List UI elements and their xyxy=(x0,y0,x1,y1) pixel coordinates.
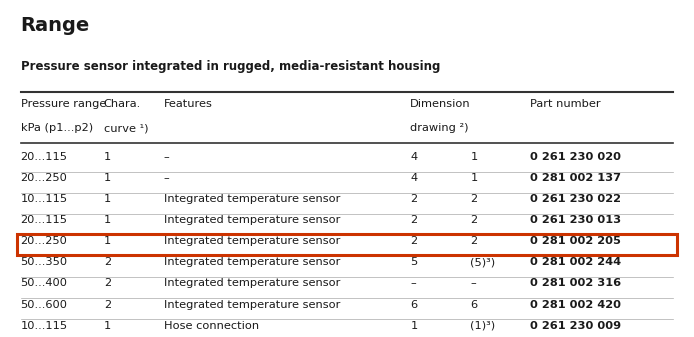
Text: 0 281 002 420: 0 281 002 420 xyxy=(530,300,621,309)
Text: 6: 6 xyxy=(410,300,417,309)
Bar xyxy=(17,234,677,255)
Text: Part number: Part number xyxy=(530,99,601,109)
Text: Integrated temperature sensor: Integrated temperature sensor xyxy=(164,194,340,204)
Text: 2: 2 xyxy=(410,194,417,204)
Text: 1: 1 xyxy=(471,173,477,183)
Text: 0 261 230 013: 0 261 230 013 xyxy=(530,215,621,225)
Text: 0 281 002 316: 0 281 002 316 xyxy=(530,278,621,288)
Text: –: – xyxy=(471,278,476,288)
Text: Integrated temperature sensor: Integrated temperature sensor xyxy=(164,215,340,225)
Text: 1: 1 xyxy=(104,215,111,225)
Text: 2: 2 xyxy=(104,300,111,309)
Text: 50...600: 50...600 xyxy=(21,300,67,309)
Text: Chara.: Chara. xyxy=(104,99,141,109)
Text: 0 281 002 137: 0 281 002 137 xyxy=(530,173,621,183)
Text: 20...250: 20...250 xyxy=(21,237,67,246)
Text: –: – xyxy=(410,278,416,288)
Text: 1: 1 xyxy=(104,152,111,162)
Text: 1: 1 xyxy=(104,194,111,204)
Text: (5)³): (5)³) xyxy=(471,257,496,268)
Text: 10...115: 10...115 xyxy=(21,320,68,331)
Text: Integrated temperature sensor: Integrated temperature sensor xyxy=(164,300,340,309)
Text: (1)³): (1)³) xyxy=(471,320,496,331)
Text: Range: Range xyxy=(21,17,90,35)
Text: 20...250: 20...250 xyxy=(21,173,67,183)
Text: 1: 1 xyxy=(471,152,477,162)
Text: 0 261 230 020: 0 261 230 020 xyxy=(530,152,621,162)
Text: 2: 2 xyxy=(410,237,417,246)
Text: 0 261 230 022: 0 261 230 022 xyxy=(530,194,621,204)
Text: 2: 2 xyxy=(471,237,477,246)
Text: 2: 2 xyxy=(104,257,111,268)
Text: Dimension: Dimension xyxy=(410,99,471,109)
Text: kPa (p1...p2): kPa (p1...p2) xyxy=(21,123,93,133)
Text: 10...115: 10...115 xyxy=(21,194,68,204)
Text: 50...400: 50...400 xyxy=(21,278,67,288)
Text: drawing ²): drawing ²) xyxy=(410,123,468,133)
Text: –: – xyxy=(164,152,169,162)
Text: 2: 2 xyxy=(104,278,111,288)
Text: 0 281 002 205: 0 281 002 205 xyxy=(530,237,621,246)
Text: 0 261 230 009: 0 261 230 009 xyxy=(530,320,621,331)
Text: 50...350: 50...350 xyxy=(21,257,68,268)
Text: 5: 5 xyxy=(410,257,418,268)
Text: 20...115: 20...115 xyxy=(21,152,67,162)
Text: 1: 1 xyxy=(104,237,111,246)
Text: 2: 2 xyxy=(471,215,477,225)
Text: Pressure sensor integrated in rugged, media-resistant housing: Pressure sensor integrated in rugged, me… xyxy=(21,60,440,73)
Text: –: – xyxy=(164,173,169,183)
Text: 4: 4 xyxy=(410,173,417,183)
Text: Integrated temperature sensor: Integrated temperature sensor xyxy=(164,237,340,246)
Text: Integrated temperature sensor: Integrated temperature sensor xyxy=(164,278,340,288)
Text: 1: 1 xyxy=(104,320,111,331)
Text: 2: 2 xyxy=(471,194,477,204)
Text: 1: 1 xyxy=(104,173,111,183)
Text: Hose connection: Hose connection xyxy=(164,320,259,331)
Text: curve ¹): curve ¹) xyxy=(104,123,149,133)
Text: 0 281 002 244: 0 281 002 244 xyxy=(530,257,621,268)
Text: 1: 1 xyxy=(410,320,418,331)
Text: 2: 2 xyxy=(410,215,417,225)
Text: Features: Features xyxy=(164,99,212,109)
Text: Pressure range: Pressure range xyxy=(21,99,106,109)
Text: 6: 6 xyxy=(471,300,477,309)
Text: 20...115: 20...115 xyxy=(21,215,67,225)
Text: Integrated temperature sensor: Integrated temperature sensor xyxy=(164,257,340,268)
Text: 4: 4 xyxy=(410,152,417,162)
